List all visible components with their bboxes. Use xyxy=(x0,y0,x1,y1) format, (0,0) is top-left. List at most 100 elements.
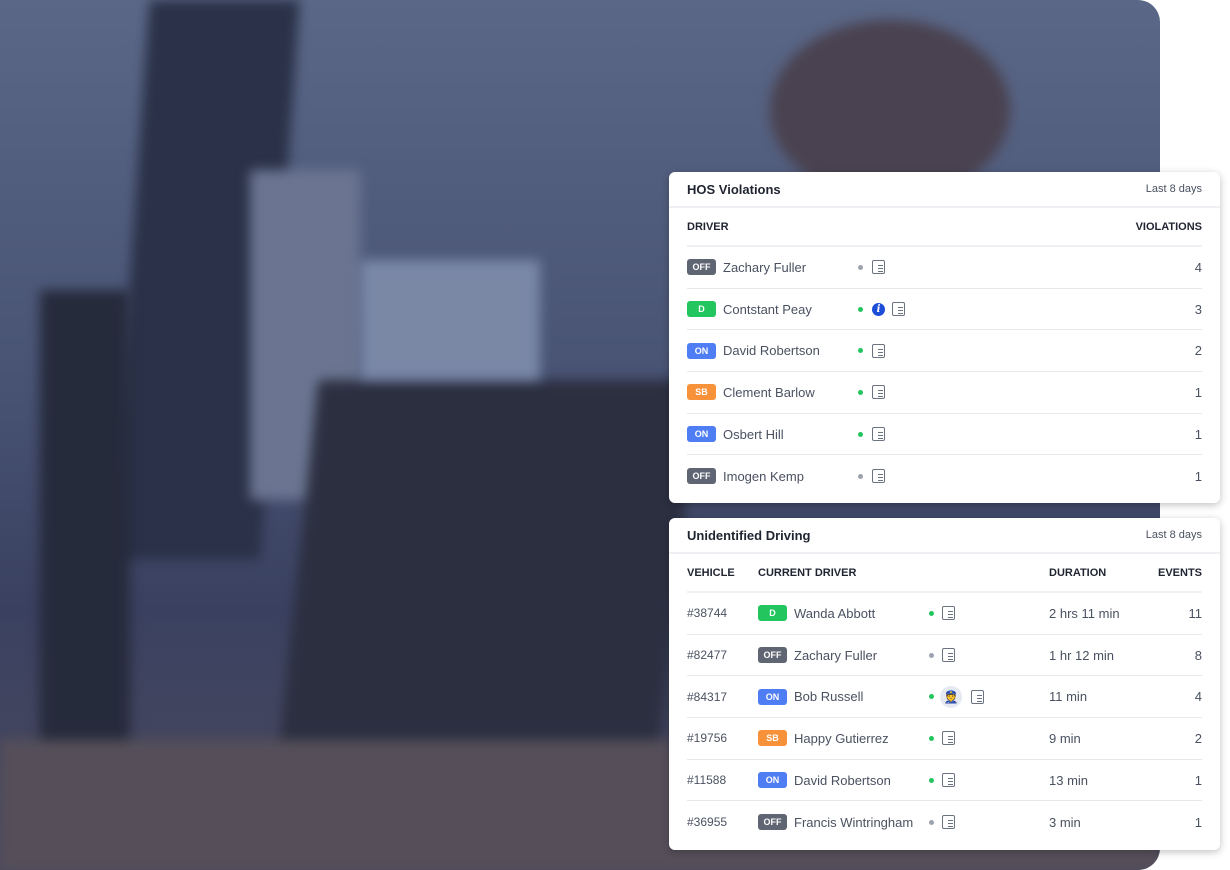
table-row[interactable]: #36955 OFF Francis Wintringham 3 min 1 xyxy=(687,801,1202,843)
vehicle-id[interactable]: #19756 xyxy=(687,731,728,746)
table-row[interactable]: #11588 ON David Robertson 13 min 1 xyxy=(687,760,1202,802)
date-range[interactable]: Last 8 days xyxy=(1145,529,1202,541)
vehicle-id[interactable]: #84317 xyxy=(687,689,728,704)
driver-name[interactable]: Zachary Fuller xyxy=(794,647,878,663)
info-icon[interactable]: i xyxy=(872,302,885,316)
building-icon[interactable] xyxy=(942,731,955,746)
driver-name[interactable]: Osbert Hill xyxy=(723,426,784,442)
driver-name[interactable]: Bob Russell xyxy=(794,689,864,705)
driver-name[interactable]: Imogen Kemp xyxy=(723,468,804,484)
table-row[interactable]: OFF Zachary Fuller 4 xyxy=(687,247,1202,289)
vehicle-id[interactable]: #38744 xyxy=(687,606,728,621)
online-dot-icon xyxy=(858,306,863,312)
building-icon[interactable] xyxy=(942,773,955,788)
driver-name[interactable]: Clement Barlow xyxy=(723,384,815,400)
table-row[interactable]: #84317 ON Bob Russell 👮 11 min 4 xyxy=(687,676,1202,719)
building-icon[interactable] xyxy=(971,689,984,704)
table-row[interactable]: #38744 D Wanda Abbott 2 hrs 11 min 11 xyxy=(687,593,1202,635)
violations-count: 1 xyxy=(1194,384,1202,400)
status-badge: D xyxy=(687,301,716,318)
violations-count: 4 xyxy=(1194,259,1202,275)
violations-count: 1 xyxy=(1194,426,1202,442)
driver-name[interactable]: Contstant Peay xyxy=(723,301,812,317)
col-events: EVENTS xyxy=(1157,566,1202,579)
online-dot-icon xyxy=(858,431,863,437)
table-row[interactable]: D Contstant Peay i 3 xyxy=(687,289,1202,331)
status-badge: ON xyxy=(758,688,787,705)
offline-dot-icon xyxy=(858,264,863,270)
officer-avatar-icon[interactable]: 👮 xyxy=(940,685,962,708)
driver-name[interactable]: Wanda Abbott xyxy=(794,605,876,621)
col-violations: VIOLATIONS xyxy=(1135,220,1202,233)
hos-violations-card: HOS Violations Last 8 days DRIVER VIOLATIO… xyxy=(669,172,1220,503)
events-count: 2 xyxy=(1194,730,1202,746)
status-badge: OFF xyxy=(758,814,787,831)
driver-name[interactable]: Francis Wintringham xyxy=(794,814,914,830)
status-badge: ON xyxy=(758,772,787,789)
online-dot-icon xyxy=(929,777,934,783)
duration: 13 min xyxy=(1049,772,1089,788)
status-badge: OFF xyxy=(758,647,787,664)
table-row[interactable]: #82477 OFF Zachary Fuller 1 hr 12 min 8 xyxy=(687,635,1202,677)
events-count: 1 xyxy=(1194,814,1202,830)
offline-dot-icon xyxy=(929,819,934,825)
table-row[interactable]: OFF Imogen Kemp 1 xyxy=(687,455,1202,497)
building-icon[interactable] xyxy=(872,469,885,484)
online-dot-icon xyxy=(858,389,863,395)
offline-dot-icon xyxy=(858,473,863,479)
building-icon[interactable] xyxy=(942,815,955,830)
building-icon[interactable] xyxy=(942,648,955,663)
duration: 11 min xyxy=(1049,689,1088,705)
driver-name[interactable]: Happy Gutierrez xyxy=(794,730,889,746)
unidentified-driving-card: Unidentified Driving Last 8 days VEHICLE … xyxy=(669,518,1220,850)
events-count: 11 xyxy=(1188,605,1203,621)
status-badge: D xyxy=(758,605,787,622)
violations-count: 3 xyxy=(1194,301,1202,317)
building-icon[interactable] xyxy=(942,606,955,621)
col-duration: DURATION xyxy=(1049,566,1107,579)
table-header: DRIVER VIOLATIONS xyxy=(687,208,1202,247)
building-icon[interactable] xyxy=(872,343,885,358)
online-dot-icon xyxy=(929,610,934,616)
online-dot-icon xyxy=(929,735,934,741)
status-badge: SB xyxy=(758,730,787,747)
violations-count: 1 xyxy=(1194,468,1202,484)
col-current-driver: CURRENT DRIVER xyxy=(758,566,857,579)
status-badge: OFF xyxy=(687,259,716,276)
table-header: VEHICLE CURRENT DRIVER DURATION EVENTS xyxy=(687,554,1202,593)
status-badge: ON xyxy=(687,426,716,443)
duration: 9 min xyxy=(1049,730,1081,746)
events-count: 1 xyxy=(1194,772,1202,788)
building-icon[interactable] xyxy=(872,427,885,442)
vehicle-id[interactable]: #11588 xyxy=(687,773,727,788)
duration: 3 min xyxy=(1049,814,1081,830)
card-title: HOS Violations xyxy=(687,181,781,197)
duration: 2 hrs 11 min xyxy=(1049,605,1120,621)
status-badge: SB xyxy=(687,384,716,401)
date-range[interactable]: Last 8 days xyxy=(1145,183,1202,195)
status-badge: ON xyxy=(687,342,716,359)
building-icon[interactable] xyxy=(872,260,885,275)
vehicle-id[interactable]: #82477 xyxy=(687,648,728,663)
table-row[interactable]: ON Osbert Hill 1 xyxy=(687,414,1202,456)
duration: 1 hr 12 min xyxy=(1049,647,1115,663)
driver-name[interactable]: David Robertson xyxy=(794,772,891,788)
vehicle-id[interactable]: #36955 xyxy=(687,815,728,830)
violations-count: 2 xyxy=(1194,343,1202,359)
online-dot-icon xyxy=(929,694,934,700)
online-dot-icon xyxy=(858,348,863,354)
col-driver: DRIVER xyxy=(687,220,729,233)
events-count: 8 xyxy=(1194,647,1202,663)
status-badge: OFF xyxy=(687,468,716,485)
driver-name[interactable]: David Robertson xyxy=(723,343,820,359)
driver-name[interactable]: Zachary Fuller xyxy=(723,259,807,275)
building-icon[interactable] xyxy=(872,385,885,400)
building-icon[interactable] xyxy=(892,302,905,317)
table-row[interactable]: ON David Robertson 2 xyxy=(687,330,1202,373)
col-vehicle: VEHICLE xyxy=(687,566,735,579)
table-row[interactable]: SB Clement Barlow 1 xyxy=(687,372,1202,414)
card-title: Unidentified Driving xyxy=(687,527,811,543)
events-count: 4 xyxy=(1194,689,1202,705)
table-row[interactable]: #19756 SB Happy Gutierrez 9 min 2 xyxy=(687,718,1202,760)
offline-dot-icon xyxy=(929,652,934,658)
